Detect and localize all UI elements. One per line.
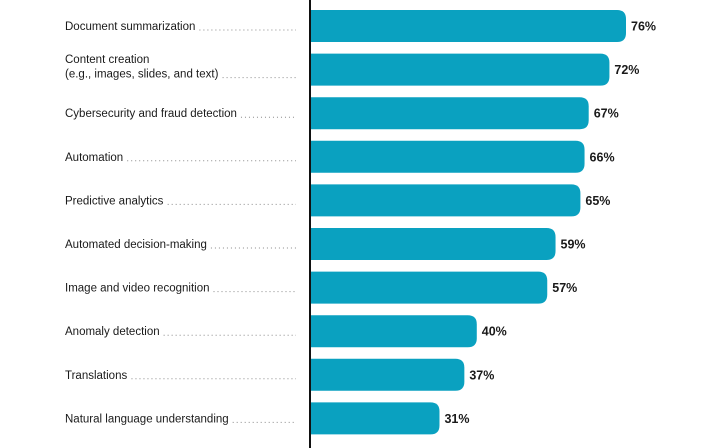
- value-label: 65%: [585, 194, 610, 208]
- bar: [311, 271, 548, 304]
- category-label: Translations: [65, 370, 127, 382]
- category-label: Automation: [65, 152, 123, 164]
- bar: [311, 140, 585, 173]
- value-label: 37%: [469, 368, 494, 382]
- bar: [311, 315, 477, 348]
- category-label: Cybersecurity and fraud detection: [65, 108, 237, 120]
- category-label: (e.g., images, slides, and text): [65, 69, 219, 81]
- category-label: Predictive analytics: [65, 195, 164, 207]
- value-labels-layer: 76% 72% 67% 66% 65% 59% 57% 40% 37% 31%: [444, 20, 656, 426]
- category-label: Content creation: [65, 54, 149, 66]
- value-label: 40%: [482, 325, 507, 339]
- value-label: 59%: [561, 238, 586, 252]
- category-labels-layer: Document summarization Content creation (e…: [65, 21, 296, 425]
- bar: [311, 10, 626, 42]
- category-label: Image and video recognition: [65, 283, 210, 295]
- value-label: 72%: [614, 63, 639, 77]
- category-label: Document summarization: [65, 21, 195, 33]
- value-label: 67%: [594, 107, 619, 121]
- bars-layer: [311, 10, 626, 435]
- value-label: 57%: [552, 281, 577, 295]
- bar: [311, 358, 465, 391]
- bar: [311, 228, 556, 260]
- bar: [311, 184, 581, 217]
- category-label: Automated decision-making: [65, 239, 207, 251]
- value-label: 76%: [631, 20, 656, 34]
- bar: [311, 97, 589, 130]
- bar: [311, 402, 440, 435]
- value-label: 31%: [444, 412, 469, 426]
- bar: [311, 53, 610, 86]
- category-label: Anomaly detection: [65, 326, 160, 338]
- category-label: Natural language understanding: [65, 413, 229, 425]
- value-label: 66%: [590, 150, 615, 164]
